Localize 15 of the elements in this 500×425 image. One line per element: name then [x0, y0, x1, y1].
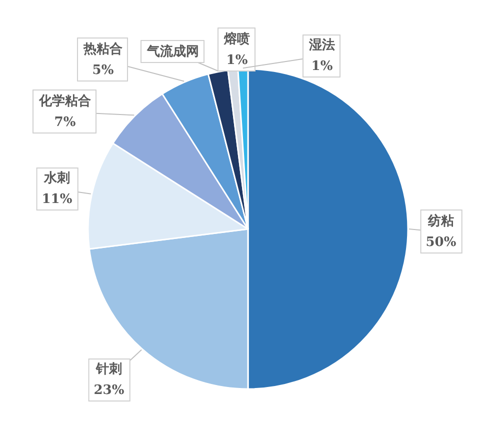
data-label: 5%	[92, 63, 114, 78]
slice-label: 化学粘合	[38, 93, 91, 109]
slice-label: 水刺	[43, 171, 70, 186]
data-label: 11%	[42, 192, 73, 207]
slice-label: 熔喷	[223, 31, 250, 47]
slice-label: 气流成网	[146, 44, 199, 60]
data-label: 50%	[426, 235, 457, 250]
data-label: 23%	[94, 383, 125, 398]
slice-label: 纺粘	[427, 213, 454, 229]
slice-label: 针刺	[95, 362, 122, 377]
slice-label: 热粘合	[82, 41, 122, 57]
slice-label: 湿法	[308, 38, 335, 53]
data-label: 7%	[54, 115, 76, 130]
data-label: 1%	[226, 53, 248, 68]
data-label: 1%	[311, 59, 334, 74]
